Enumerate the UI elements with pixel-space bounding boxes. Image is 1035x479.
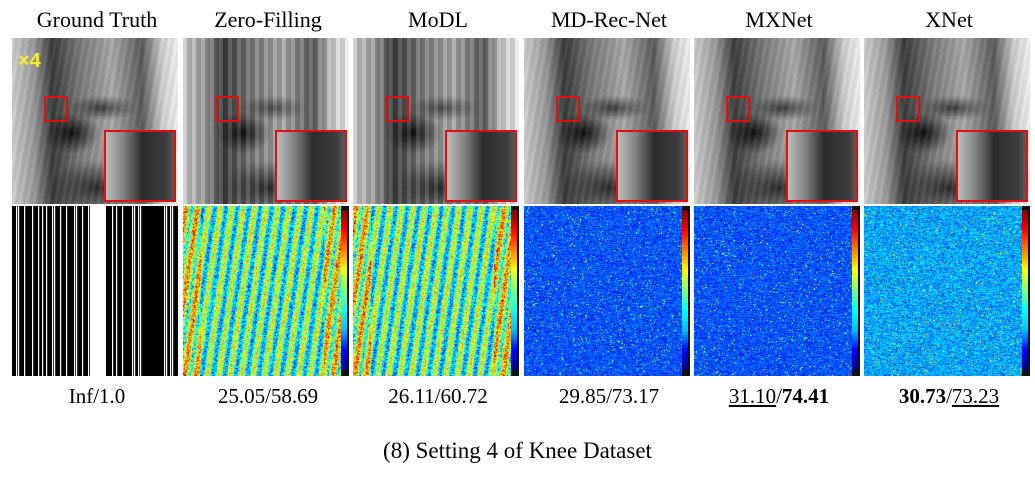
colorbar (511, 210, 517, 370)
colorbar (341, 210, 347, 370)
roi-box (896, 96, 920, 122)
metric-psnr: 26.11 (388, 384, 435, 408)
metric-ssim: 74.41 (781, 384, 830, 408)
column-title-mxnet: MXNet (745, 7, 813, 32)
metric-separator: / (946, 384, 952, 408)
recon-image-xnet (864, 38, 1030, 204)
colorbar (1022, 210, 1028, 370)
metric-mxnet: 31.10/74.41 (694, 382, 864, 410)
roi-box (215, 96, 239, 122)
metric-separator: / (776, 384, 782, 408)
recon-image-modl (353, 38, 519, 204)
metric-ground-truth: Inf/1.0 (12, 382, 182, 410)
zoom-inset (616, 130, 688, 202)
metric-ssim: 73.17 (611, 384, 660, 408)
recon-image-ground-truth: ×4 (12, 38, 178, 204)
zoom-inset (445, 130, 517, 202)
metric-zero-filling: 25.05/58.69 (183, 382, 353, 410)
metric-ssim: 58.69 (270, 384, 319, 408)
metric-ssim: 73.23 (951, 384, 1000, 408)
metric-separator: / (606, 384, 612, 408)
knee-image (524, 38, 690, 204)
metric-separator: / (265, 384, 271, 408)
metric-psnr: Inf (68, 384, 94, 408)
zoom-inset (786, 130, 858, 202)
error-map-modl (353, 206, 519, 376)
figure-caption: (8) Setting 4 of Knee Dataset (383, 438, 652, 463)
recon-image-md-rec-net (524, 38, 690, 204)
metric-modl: 26.11/60.72 (353, 382, 523, 410)
error-map-md-rec-net (524, 206, 690, 376)
column-title-ground-truth: Ground Truth (36, 7, 158, 32)
recon-image-mxnet (694, 38, 860, 204)
zoom-inset (275, 130, 347, 202)
zoom-inset (956, 130, 1028, 202)
scale-factor-label: ×4 (18, 50, 41, 72)
knee-image (12, 38, 178, 204)
column-title-zero-filling: Zero-Filling (214, 7, 322, 32)
zoom-inset (104, 130, 176, 202)
colorbar (682, 210, 688, 370)
metric-psnr: 30.73 (898, 384, 947, 408)
sampling-mask (12, 206, 178, 376)
column-title-md-rec-net: MD-Rec-Net (550, 7, 668, 32)
metric-ssim: 60.72 (440, 384, 488, 408)
column-title-modl: MoDL (408, 7, 468, 32)
metric-md-rec-net: 29.85/73.17 (524, 382, 694, 410)
roi-box (556, 96, 580, 122)
metric-xnet: 30.73/73.23 (864, 382, 1034, 410)
roi-box (385, 96, 409, 122)
column-title-xnet: XNet (925, 7, 973, 32)
metric-separator: / (93, 384, 100, 408)
metric-psnr: 29.85 (558, 384, 607, 408)
error-map-mxnet (694, 206, 860, 376)
colorbar (852, 210, 858, 370)
roi-box (726, 96, 750, 122)
error-map-zero-filling (183, 206, 349, 376)
metric-ssim: 1.0 (99, 384, 126, 408)
metric-psnr: 31.10 (728, 384, 777, 408)
roi-box (44, 96, 68, 122)
metric-psnr: 25.05 (217, 384, 266, 408)
error-map-xnet (864, 206, 1030, 376)
recon-image-zero-filling (183, 38, 349, 204)
metric-separator: / (434, 384, 441, 408)
